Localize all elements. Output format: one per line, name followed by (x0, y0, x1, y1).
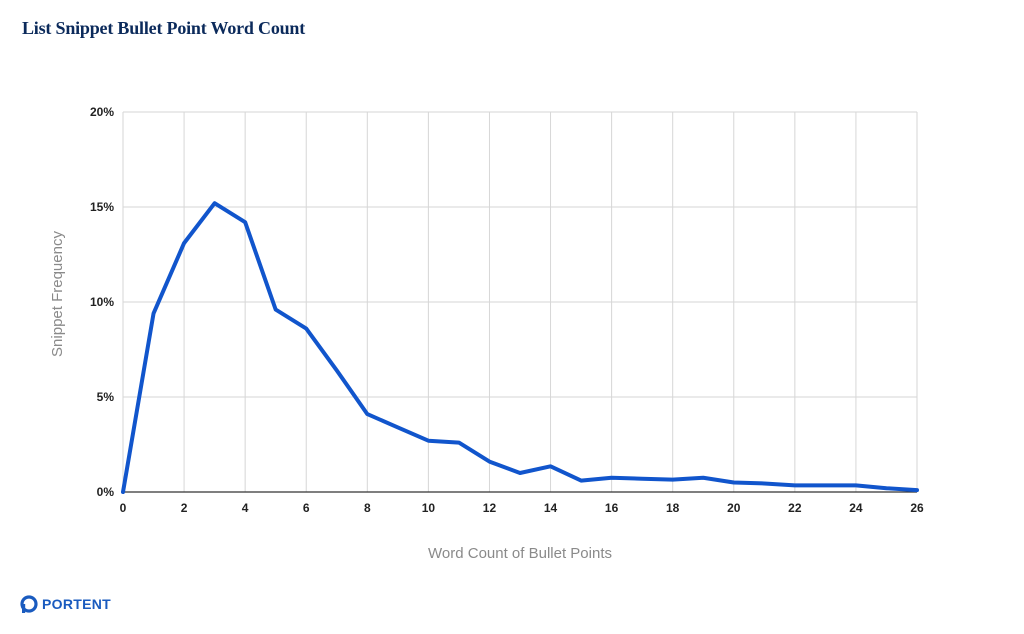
x-tick-label: 16 (605, 501, 619, 515)
x-tick-label: 22 (788, 501, 802, 515)
x-tick-label: 26 (910, 501, 924, 515)
x-tick-label: 8 (364, 501, 371, 515)
x-tick-label: 0 (120, 501, 127, 515)
y-tick-label: 5% (97, 390, 115, 404)
portent-logo: PORTENT (19, 593, 111, 615)
x-tick-label: 20 (727, 501, 741, 515)
series-line (121, 201, 919, 494)
x-tick-label: 2 (181, 501, 188, 515)
x-tick-label: 4 (242, 501, 249, 515)
x-tick-label: 18 (666, 501, 680, 515)
x-tick-label: 10 (422, 501, 436, 515)
x-tick-label: 12 (483, 501, 497, 515)
grid-lines (123, 111, 918, 492)
series-group (121, 201, 919, 494)
x-tick-label: 14 (544, 501, 558, 515)
y-tick-label: 15% (90, 200, 114, 214)
y-tick-label: 0% (97, 485, 115, 499)
brand-name: PORTENT (42, 596, 111, 612)
x-axis-label: Word Count of Bullet Points (428, 545, 612, 562)
tick-labels: 0%5%10%15%20%0 2 4 6 8 10 12 14 16 18 20 22 24 26 (90, 105, 924, 515)
chart-title: List Snippet Bullet Point Word Count (22, 18, 306, 38)
x-tick-label: 6 (303, 501, 310, 515)
x-tick-label: 24 (849, 501, 863, 515)
y-tick-label: 20% (90, 105, 114, 119)
y-tick-label: 10% (90, 295, 114, 309)
portent-logo-icon (20, 595, 38, 613)
axes (122, 112, 917, 493)
y-axis-label: Snippet Frequency (49, 231, 66, 357)
